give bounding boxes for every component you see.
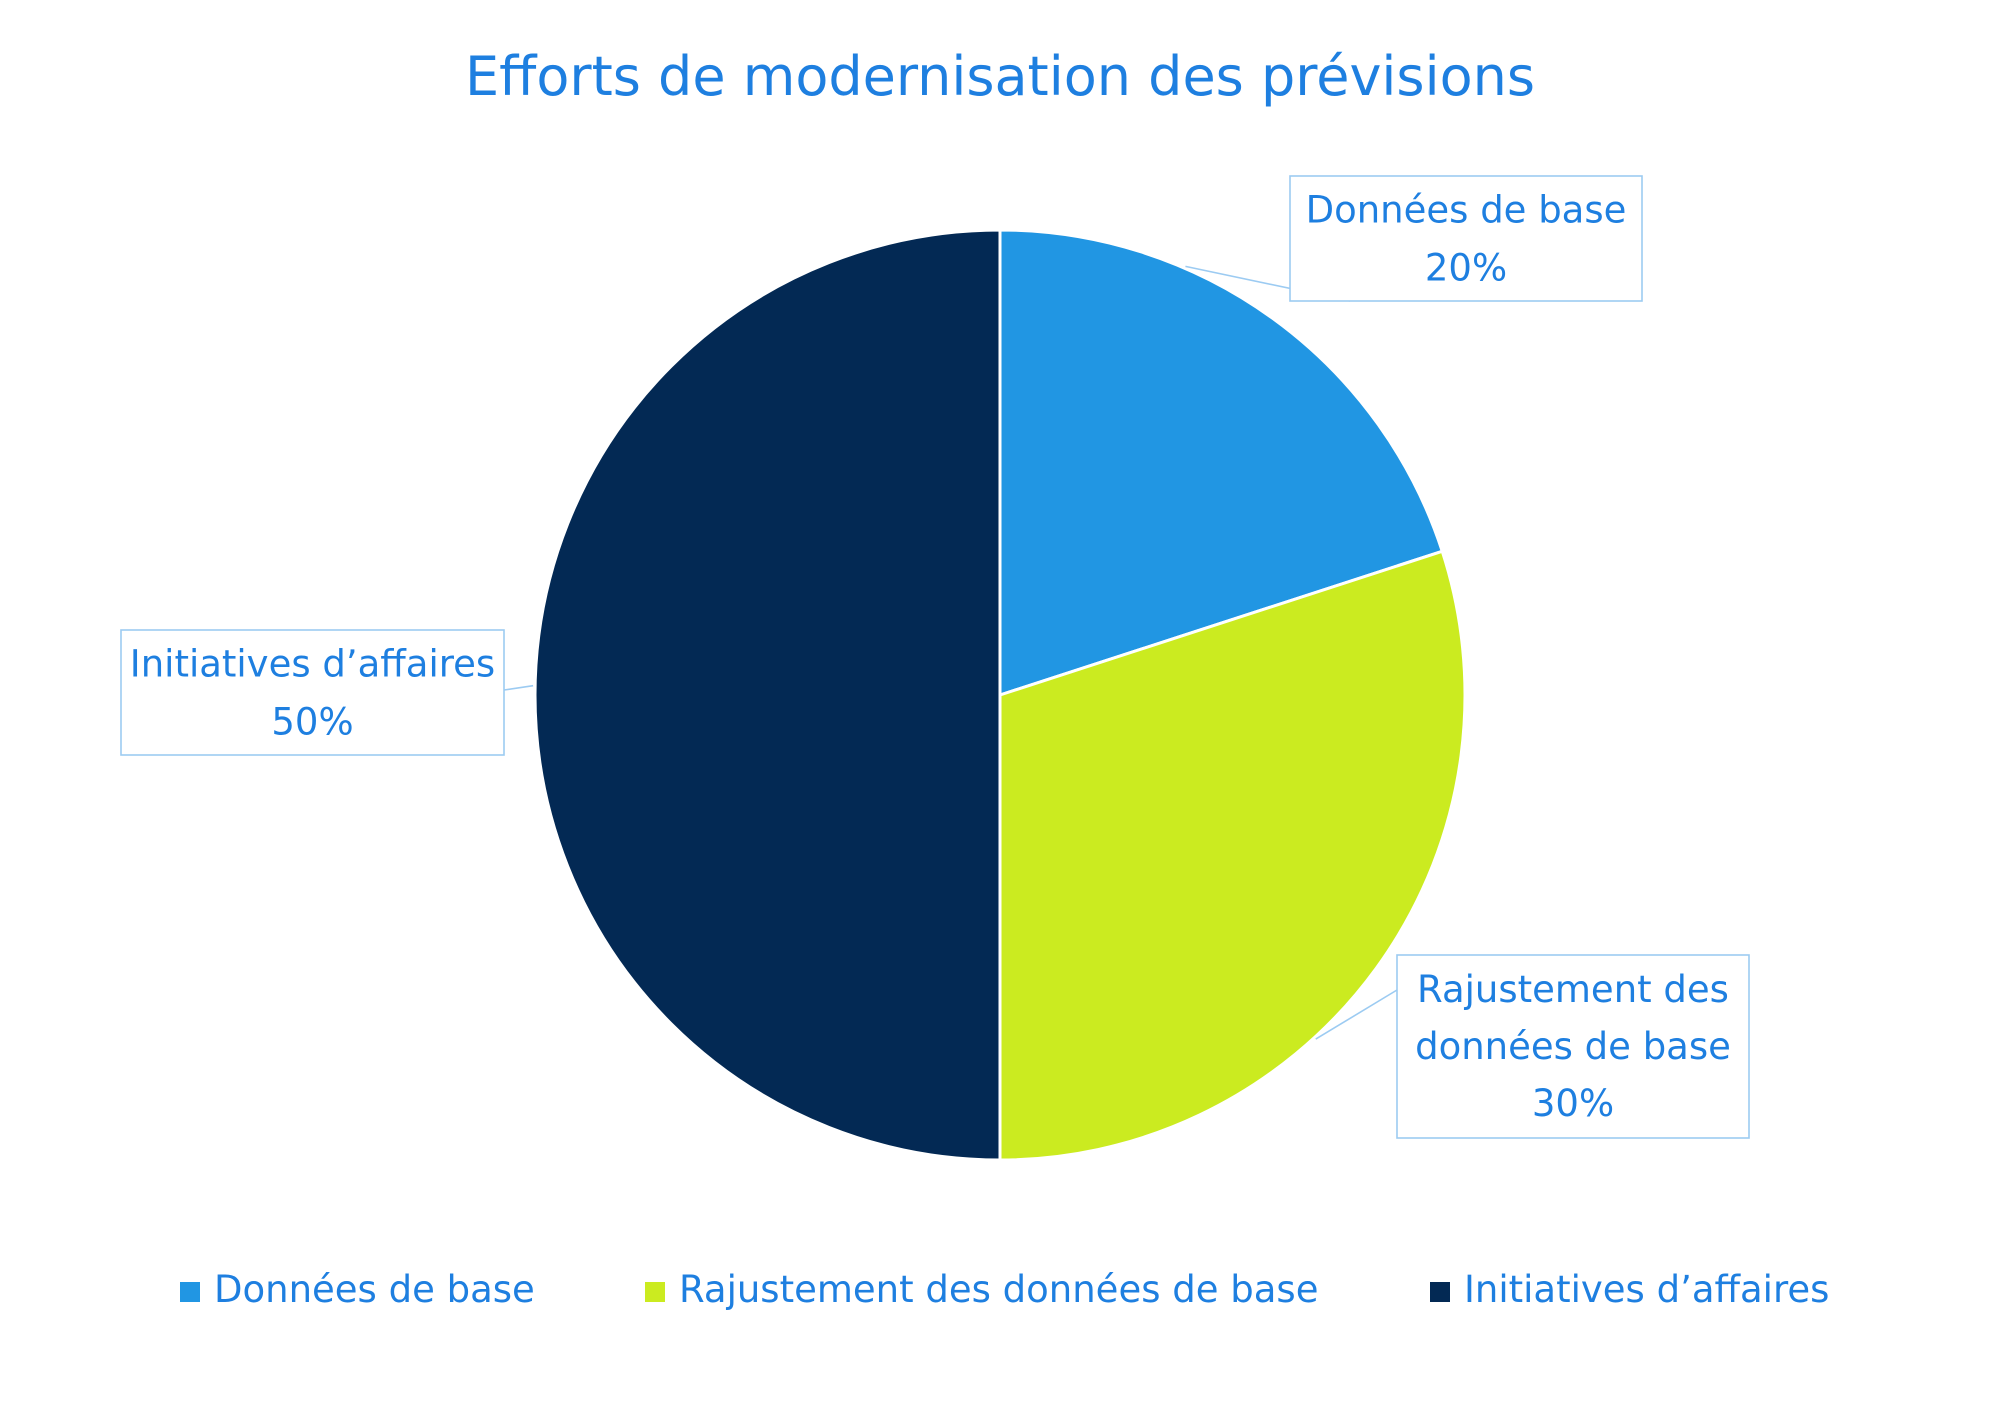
- legend-label: Initiatives d’affaires: [1464, 1268, 1829, 1311]
- legend-label: Rajustement des données de base: [679, 1268, 1318, 1311]
- data-label-box: [1289, 175, 1643, 302]
- legend-label: Données de base: [214, 1268, 535, 1311]
- chart-title: Efforts de modernisation des prévisions: [465, 45, 1535, 108]
- data-label-category: Données de base: [1306, 188, 1627, 231]
- leader-line: [1315, 989, 1398, 1040]
- pie-slice-initiatives-d-affaires: [533, 228, 1002, 1162]
- data-label-category: données de base: [1415, 1025, 1731, 1068]
- legend-item-donnees-de-base: Données de base: [180, 1268, 535, 1311]
- data-label-donnees-de-base: Données de base 20%: [1185, 175, 1643, 302]
- legend-swatch: [645, 1282, 665, 1302]
- data-label-initiatives-d-affaires: Initiatives d’affaires 50%: [120, 629, 534, 756]
- data-label-value: 20%: [1425, 246, 1507, 289]
- legend-item-rajustement-des-donnees-de-base: Rajustement des données de base: [645, 1268, 1318, 1311]
- data-label-category: Rajustement des: [1417, 968, 1729, 1011]
- legend-item-initiatives-d-affaires: Initiatives d’affaires: [1430, 1268, 1829, 1311]
- data-label-rajustement-des-donnees-de-base: Rajustement des données de base 30%: [1315, 954, 1750, 1139]
- data-label-value: 50%: [271, 700, 353, 743]
- leader-line: [503, 684, 534, 691]
- data-label-box: [120, 629, 505, 756]
- data-label-box: [1396, 954, 1750, 1139]
- pie-slices: [533, 228, 1467, 1162]
- legend-swatch: [180, 1282, 200, 1302]
- legend-swatch: [1430, 1282, 1450, 1302]
- data-label-category: Initiatives d’affaires: [130, 642, 495, 685]
- chart-legend: Données de base Rajustement des données d…: [180, 1268, 1829, 1311]
- data-label-value: 30%: [1532, 1082, 1614, 1125]
- pie-slice-donnees-de-base: [998, 228, 1444, 697]
- data-label-callouts: Données de base 20% Rajustement des données…: [120, 175, 1750, 1139]
- pie-slice-rajustement-des-donnees-de-base: [998, 549, 1467, 1162]
